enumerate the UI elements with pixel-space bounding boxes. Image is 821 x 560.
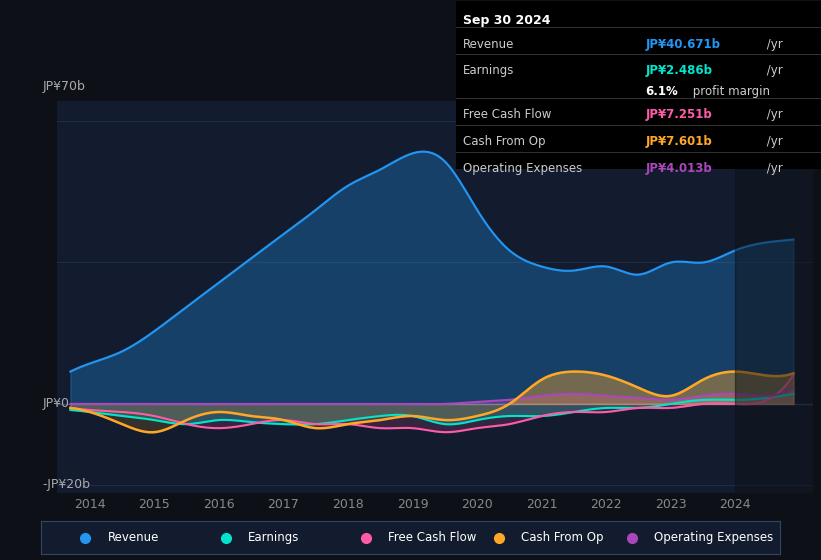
Text: Operating Expenses: Operating Expenses bbox=[654, 531, 773, 544]
Text: JP¥4.013b: JP¥4.013b bbox=[645, 162, 713, 175]
Polygon shape bbox=[736, 101, 813, 493]
Text: /yr: /yr bbox=[763, 162, 782, 175]
Text: JP¥0: JP¥0 bbox=[43, 398, 69, 410]
Text: /yr: /yr bbox=[763, 135, 782, 148]
Text: -JP¥20b: -JP¥20b bbox=[43, 478, 90, 491]
Text: Free Cash Flow: Free Cash Flow bbox=[388, 531, 477, 544]
Text: Sep 30 2024: Sep 30 2024 bbox=[463, 14, 550, 27]
Text: /yr: /yr bbox=[763, 108, 782, 121]
Text: Cash From Op: Cash From Op bbox=[521, 531, 603, 544]
Text: JP¥70b: JP¥70b bbox=[43, 80, 85, 93]
Text: JP¥40.671b: JP¥40.671b bbox=[645, 38, 721, 50]
Text: 6.1%: 6.1% bbox=[645, 85, 678, 97]
Text: Earnings: Earnings bbox=[248, 531, 300, 544]
Text: Revenue: Revenue bbox=[108, 531, 159, 544]
Text: Operating Expenses: Operating Expenses bbox=[463, 162, 582, 175]
Text: /yr: /yr bbox=[763, 64, 782, 77]
Text: Revenue: Revenue bbox=[463, 38, 514, 50]
Text: JP¥7.251b: JP¥7.251b bbox=[645, 108, 713, 121]
Text: Cash From Op: Cash From Op bbox=[463, 135, 545, 148]
Text: Free Cash Flow: Free Cash Flow bbox=[463, 108, 552, 121]
Text: profit margin: profit margin bbox=[690, 85, 770, 97]
Text: Earnings: Earnings bbox=[463, 64, 514, 77]
Text: JP¥2.486b: JP¥2.486b bbox=[645, 64, 713, 77]
Text: JP¥7.601b: JP¥7.601b bbox=[645, 135, 713, 148]
Text: /yr: /yr bbox=[763, 38, 782, 50]
